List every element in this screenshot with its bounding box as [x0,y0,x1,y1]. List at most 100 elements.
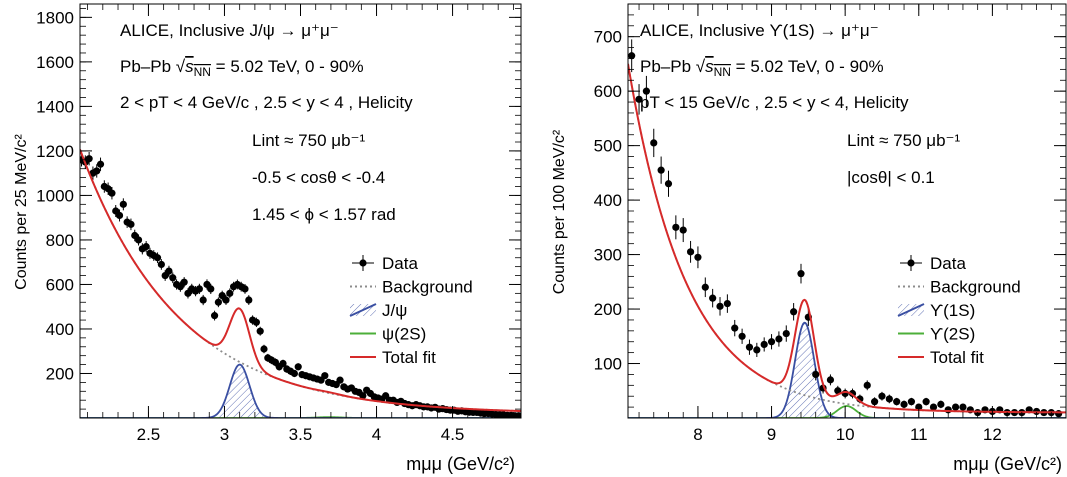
upsilon-annotation-system-prefix: Pb–Pb [640,57,696,76]
upsilon-annotation-system: Pb–Pb √sNN = 5.02 TeV, 0 - 90% [640,57,884,79]
jpsi-data-point [260,345,268,353]
jpsi-legend-entry: J/ψ [349,301,407,320]
jpsi-data-point [134,236,143,244]
upsilon-x-tick-label: 11 [910,425,928,444]
upsilon-data-point [716,302,724,310]
jpsi-legend-marker [359,259,367,267]
upsilon-data-point [731,324,739,332]
upsilon-y-tick-label: 700 [594,28,622,47]
upsilon-signal-fill [628,322,1066,418]
upsilon-x-tick-label: 10 [836,425,855,444]
upsilon-y-tick-label: 100 [594,355,622,374]
upsilon-data-point [834,387,842,395]
upsilon-data-point [782,329,790,338]
upsilon-data-point [885,395,893,403]
jpsi-legend-label: Data [382,254,418,273]
jpsi-data-point [85,155,93,163]
upsilon-data-point [664,180,673,188]
upsilon-y-axis-label: Counts per 100 MeV/c² [551,129,568,294]
jpsi-data-point [195,285,203,293]
jpsi-legend-entry: Background [350,278,473,297]
upsilon-data-point [812,370,820,379]
jpsi-legend-label: Background [382,278,473,297]
jpsi-x-tick-label: 4.5 [441,425,465,444]
upsilon-data-point [863,381,871,389]
jpsi-legend: Data Background J/ψ ψ(2S) Total fit [349,254,473,367]
upsilon-data-point [709,294,717,302]
upsilon-data-point [929,403,938,411]
jpsi-data-point [252,318,260,326]
upsilon-signal2-curve [628,405,1066,418]
jpsi-annotation-experiment: ALICE, Inclusive J/ψ → μ⁺μ⁻ [120,21,339,40]
jpsi-y-tick-label: 1800 [36,8,74,27]
jpsi-data-point [108,189,116,197]
upsilon-y-tick-label: 400 [594,191,622,210]
upsilon-signal-curve [628,321,1066,418]
upsilon-data-point [723,300,731,308]
upsilon-data-point [893,398,901,406]
upsilon-x-tick-label: 9 [767,425,776,444]
upsilon-data-point [767,338,776,346]
upsilon-data-point [871,398,879,406]
jpsi-chart: 2.5 3 3.5 4 4.5 200 400 600 800 1000 1200 1400 1600 1… [13,3,522,474]
jpsi-legend-swatch [349,303,377,317]
jpsi-y-tick-label: 1000 [36,186,74,205]
upsilon-data-point [686,248,695,256]
jpsi-x-tick-label: 4 [372,425,381,444]
jpsi-data-point [93,167,101,175]
jpsi-y-tick-label: 1200 [36,142,74,161]
upsilon-data-point [657,166,665,174]
jpsi-data-point [222,296,230,304]
jpsi-data-point [226,289,234,297]
jpsi-annotation-costheta: -0.5 < cosθ < -0.4 [252,168,385,187]
jpsi-y-tick-label: 1600 [36,53,74,72]
jpsi-legend-label: ψ(2S) [382,325,426,344]
upsilon-annotation-kinematics: pT < 15 GeV/c , 2.5 < y < 4, Helicity [640,93,909,112]
upsilon-y-tick-label: 500 [594,137,622,156]
jpsi-data-point [115,211,124,220]
upsilon-legend-label: ϒ(1S) [930,301,975,320]
upsilon-total-fit-curve [628,63,1066,414]
jpsi-y-tick-label: 400 [46,320,74,339]
upsilon-data-point [900,400,908,408]
upsilon-data-point [694,253,702,261]
jpsi-data-point [96,160,105,168]
jpsi-y-tick-label: 1400 [36,97,74,116]
jpsi-legend-entry: Total fit [350,348,436,367]
upsilon-data-point [745,343,754,351]
jpsi-panel: 2.5 3 3.5 4 4.5 200 400 600 800 1000 1200 1400 1600 1… [0,0,533,477]
jpsi-legend-entry: ψ(2S) [350,325,426,344]
jpsi-data-point [294,363,302,371]
jpsi-data-point [515,412,521,418]
jpsi-data-point [119,200,127,208]
jpsi-data-point [256,327,264,335]
jpsi-data-point [290,369,299,378]
jpsi-annotation-kinematics: 2 < pT < 4 GeV/c , 2.5 < y < 4 , Helicit… [120,93,413,112]
jpsi-data-point [157,260,165,269]
upsilon-data-point [841,389,849,398]
jpsi-data-point [321,372,329,380]
jpsi-data-point [279,359,287,368]
jpsi-y-tick-label: 200 [46,364,74,383]
upsilon-legend-label: Background [930,278,1021,297]
upsilon-legend-entry: ϒ(1S) [897,301,975,320]
upsilon-data-point [701,283,709,291]
upsilon-data-point [826,376,835,384]
upsilon-legend-entry: Data [900,254,966,273]
jpsi-annotation-system-suffix: = 5.02 TeV, 0 - 90% [211,57,364,76]
jpsi-annotations: ALICE, Inclusive J/ψ → μ⁺μ⁻ Pb–Pb √sNN =… [120,21,413,224]
upsilon-legend-entry: Background [898,278,1021,297]
upsilon-y-tick-label: 600 [594,82,622,101]
upsilon-data-point [1055,410,1063,418]
upsilon-annotation-experiment: ALICE, Inclusive ϒ(1S) → μ⁺μ⁻ [640,21,879,40]
upsilon-legend-entry: Total fit [898,348,984,367]
jpsi-data-point [169,274,177,282]
upsilon-x-axis-label: mμμ (GeV/c²) [953,454,1062,474]
upsilon-data-point [760,340,768,349]
upsilon-data-point [907,398,916,406]
jpsi-data-point [241,285,249,293]
upsilon-data-point [922,398,930,406]
jpsi-y-axis-label: Counts per 25 MeV/c² [13,134,30,290]
upsilon-annotations: ALICE, Inclusive ϒ(1S) → μ⁺μ⁻ Pb–Pb √sNN… [640,21,960,187]
jpsi-y-tick-label: 800 [46,231,74,250]
